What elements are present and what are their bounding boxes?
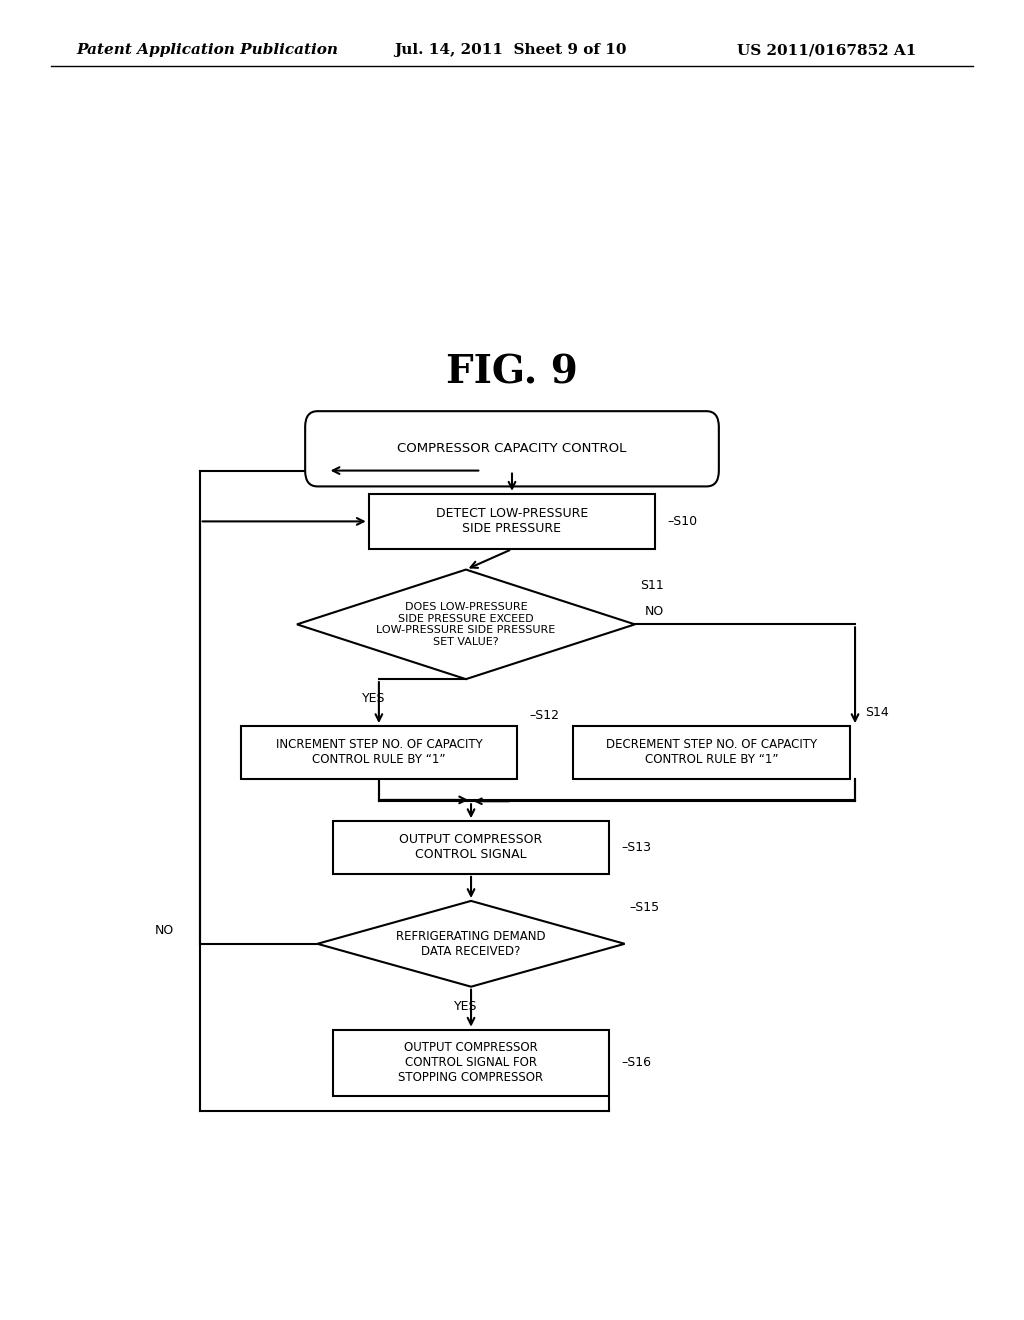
Text: NO: NO — [645, 605, 665, 618]
Text: YES: YES — [362, 693, 385, 705]
Text: US 2011/0167852 A1: US 2011/0167852 A1 — [737, 44, 916, 57]
Text: Patent Application Publication: Patent Application Publication — [77, 44, 339, 57]
Text: –S16: –S16 — [622, 1056, 651, 1069]
Text: Jul. 14, 2011  Sheet 9 of 10: Jul. 14, 2011 Sheet 9 of 10 — [394, 44, 627, 57]
FancyBboxPatch shape — [369, 494, 655, 549]
Text: OUTPUT COMPRESSOR
CONTROL SIGNAL: OUTPUT COMPRESSOR CONTROL SIGNAL — [399, 833, 543, 862]
Text: –S13: –S13 — [622, 841, 651, 854]
Text: YES: YES — [455, 1001, 477, 1012]
Text: DETECT LOW-PRESSURE
SIDE PRESSURE: DETECT LOW-PRESSURE SIDE PRESSURE — [436, 507, 588, 536]
Text: DECREMENT STEP NO. OF CAPACITY
CONTROL RULE BY “1”: DECREMENT STEP NO. OF CAPACITY CONTROL R… — [606, 738, 817, 767]
FancyBboxPatch shape — [333, 821, 609, 874]
Text: REFRIGERATING DEMAND
DATA RECEIVED?: REFRIGERATING DEMAND DATA RECEIVED? — [396, 929, 546, 958]
Text: –S12: –S12 — [529, 709, 559, 722]
Text: –S10: –S10 — [668, 515, 697, 528]
Text: NO: NO — [155, 924, 174, 937]
Text: OUTPUT COMPRESSOR
CONTROL SIGNAL FOR
STOPPING COMPRESSOR: OUTPUT COMPRESSOR CONTROL SIGNAL FOR STO… — [398, 1041, 544, 1084]
FancyBboxPatch shape — [333, 1030, 609, 1096]
Text: S11: S11 — [640, 579, 664, 591]
Polygon shape — [317, 900, 625, 987]
FancyBboxPatch shape — [241, 726, 517, 779]
Text: S14: S14 — [865, 706, 889, 719]
FancyBboxPatch shape — [573, 726, 850, 779]
Text: DOES LOW-PRESSURE
SIDE PRESSURE EXCEED
LOW-PRESSURE SIDE PRESSURE
SET VALUE?: DOES LOW-PRESSURE SIDE PRESSURE EXCEED L… — [376, 602, 556, 647]
FancyBboxPatch shape — [305, 411, 719, 486]
Text: INCREMENT STEP NO. OF CAPACITY
CONTROL RULE BY “1”: INCREMENT STEP NO. OF CAPACITY CONTROL R… — [275, 738, 482, 767]
Text: COMPRESSOR CAPACITY CONTROL: COMPRESSOR CAPACITY CONTROL — [397, 442, 627, 455]
Text: –S15: –S15 — [630, 902, 659, 913]
Text: FIG. 9: FIG. 9 — [446, 354, 578, 391]
Polygon shape — [297, 570, 635, 678]
